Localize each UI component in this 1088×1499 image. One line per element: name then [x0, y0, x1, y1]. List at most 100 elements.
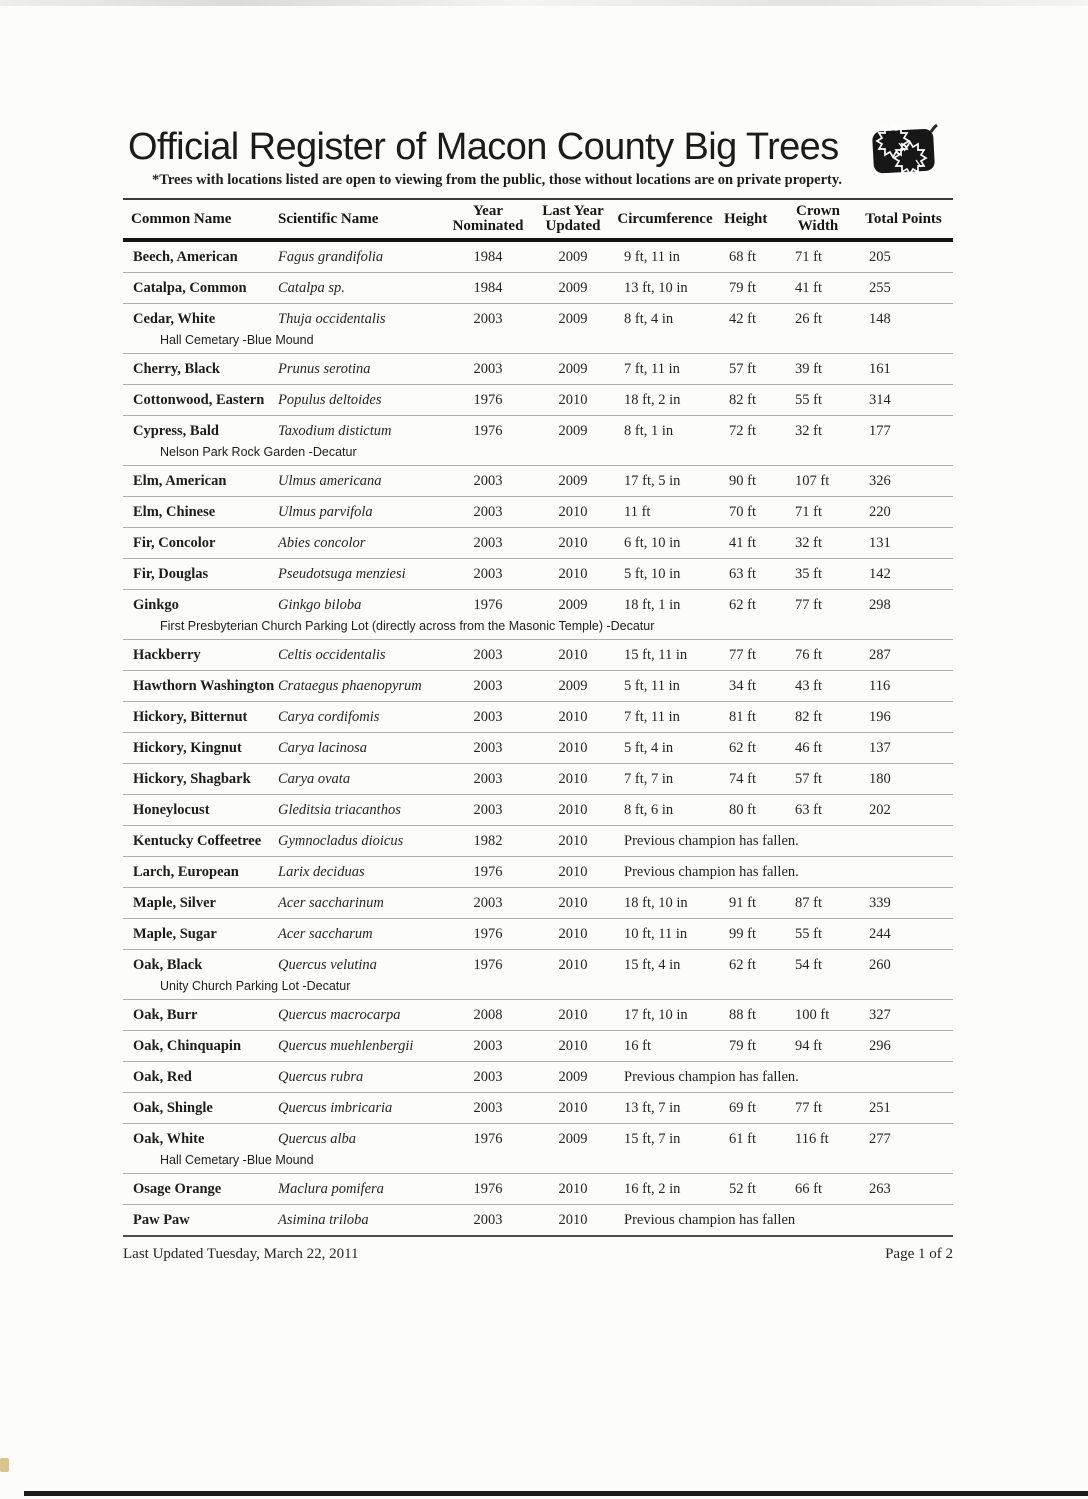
year-nominated-cell: 2003: [473, 739, 503, 756]
year-nominated-cell: 2003: [473, 708, 503, 725]
table-row: Elm, American Ulmus americana 2003 2009 17 f…: [123, 466, 953, 497]
height-cell: 72 ft: [729, 422, 756, 439]
last-year-updated-cell: 2010: [558, 1006, 588, 1023]
crown-width-cell: 77 ft: [795, 1099, 822, 1116]
location-note: Nelson Park Rock Garden -Decatur: [160, 445, 357, 459]
scientific-name-cell: Larix deciduas: [278, 863, 365, 880]
year-nominated-cell: 2003: [473, 1037, 503, 1054]
table-row: Kentucky Coffeetree Gymnocladus dioicus 19…: [123, 826, 953, 857]
total-points-cell: 202: [869, 801, 891, 818]
total-points-cell: 161: [869, 360, 891, 377]
common-name-cell: Hawthorn Washington: [133, 677, 275, 694]
height-cell: 57 ft: [729, 360, 756, 377]
height-cell: 42 ft: [729, 310, 756, 327]
common-name-cell: Cedar, White: [133, 310, 216, 327]
oak-leaves-stamp-icon: [869, 122, 941, 180]
height-cell: 91 ft: [729, 894, 756, 911]
crown-width-cell: 82 ft: [795, 708, 822, 725]
total-points-cell: 244: [869, 925, 891, 942]
scan-edge-bottom: [24, 1491, 1088, 1496]
circumference-cell: 8 ft, 4 in: [624, 310, 674, 327]
scientific-name-cell: Populus deltoides: [278, 391, 382, 408]
total-points-cell: 260: [869, 956, 891, 973]
year-nominated-cell: 2003: [473, 1068, 503, 1085]
last-year-updated-cell: 2010: [558, 832, 588, 849]
common-name-cell: Oak, White: [133, 1130, 205, 1147]
subtitle-note: *Trees with locations listed are open to…: [152, 172, 842, 188]
common-name-cell: Oak, Shingle: [133, 1099, 213, 1116]
last-year-updated-cell: 2010: [558, 863, 588, 880]
table-row: Cherry, Black Prunus serotina 2003 2009 7 ft…: [123, 354, 953, 385]
height-cell: 52 ft: [729, 1180, 756, 1197]
last-year-updated-cell: 2010: [558, 391, 588, 408]
crown-width-cell: 116 ft: [795, 1130, 829, 1147]
height-cell: 70 ft: [729, 503, 756, 520]
year-nominated-cell: 2003: [473, 1211, 503, 1228]
height-cell: 77 ft: [729, 646, 756, 663]
last-year-updated-cell: 2010: [558, 801, 588, 818]
total-points-cell: 298: [869, 596, 891, 613]
last-year-updated-cell: 2010: [558, 956, 588, 973]
table-body: Beech, American Fagus grandifolia 1984 2009…: [123, 242, 953, 1235]
scientific-name-cell: Quercus rubra: [278, 1068, 364, 1085]
year-nominated-cell: 2003: [473, 503, 503, 520]
scientific-name-cell: Carya ovata: [278, 770, 351, 787]
table-row: Beech, American Fagus grandifolia 1984 2009…: [123, 242, 953, 273]
crown-width-cell: 55 ft: [795, 925, 822, 942]
year-nominated-cell: 1976: [473, 863, 503, 880]
table-row: Oak, Chinquapin Quercus muehlenbergii 2003…: [123, 1031, 953, 1062]
scientific-name-cell: Fagus grandifolia: [278, 248, 384, 265]
header-height: Height: [724, 210, 768, 227]
table-row: Cedar, White Thuja occidentalis 2003 2009 8 …: [123, 304, 953, 354]
total-points-cell: 327: [869, 1006, 891, 1023]
year-nominated-cell: 2003: [473, 770, 503, 787]
crown-width-cell: 66 ft: [795, 1180, 822, 1197]
champion-fallen-note-cell: Previous champion has fallen.: [624, 1068, 799, 1085]
height-cell: 63 ft: [729, 565, 756, 582]
table-row: Oak, Red Quercus rubra 2003 2009 Previous ch…: [123, 1062, 953, 1093]
circumference-cell: 5 ft, 4 in: [624, 739, 674, 756]
table-header-row: Common Name Scientific Name Year Nominat…: [123, 198, 953, 242]
crown-width-cell: 39 ft: [795, 360, 822, 377]
circumference-cell: 7 ft, 11 in: [624, 360, 680, 377]
height-cell: 34 ft: [729, 677, 756, 694]
height-cell: 74 ft: [729, 770, 756, 787]
scientific-name-cell: Gymnocladus dioicus: [278, 832, 404, 849]
scientific-name-cell: Taxodium distictum: [278, 422, 392, 439]
table-row: Paw Paw Asimina triloba 2003 2010 Previous c…: [123, 1205, 953, 1235]
total-points-cell: 137: [869, 739, 891, 756]
year-nominated-cell: 1976: [473, 925, 503, 942]
common-name-cell: Oak, Black: [133, 956, 203, 973]
total-points-cell: 131: [869, 534, 891, 551]
last-year-updated-cell: 2009: [558, 310, 588, 327]
scientific-name-cell: Quercus velutina: [278, 956, 377, 973]
champion-fallen-note-cell: Previous champion has fallen.: [624, 863, 799, 880]
scientific-name-cell: Thuja occidentalis: [278, 310, 386, 327]
crown-width-cell: 41 ft: [795, 279, 822, 296]
crown-width-cell: 77 ft: [795, 596, 822, 613]
common-name-cell: Cypress, Bald: [133, 422, 219, 439]
height-cell: 79 ft: [729, 279, 756, 296]
year-nominated-cell: 1976: [473, 422, 503, 439]
year-nominated-cell: 2008: [473, 1006, 503, 1023]
crown-width-cell: 71 ft: [795, 503, 822, 520]
scientific-name-cell: Asimina triloba: [278, 1211, 369, 1228]
total-points-cell: 314: [869, 391, 891, 408]
scientific-name-cell: Abies concolor: [278, 534, 366, 551]
last-year-updated-cell: 2010: [558, 646, 588, 663]
common-name-cell: Larch, European: [133, 863, 239, 880]
header-last-year-updated: Last Year Updated: [542, 203, 604, 234]
height-cell: 68 ft: [729, 248, 756, 265]
circumference-cell: 8 ft, 6 in: [624, 801, 674, 818]
common-name-cell: Oak, Burr: [133, 1006, 198, 1023]
table-row: Oak, Shingle Quercus imbricaria 2003 2010 13…: [123, 1093, 953, 1124]
header-crown-width: Crown Width: [796, 203, 840, 234]
year-nominated-cell: 1984: [473, 279, 503, 296]
common-name-cell: Honeylocust: [133, 801, 210, 818]
crown-width-cell: 63 ft: [795, 801, 822, 818]
height-cell: 81 ft: [729, 708, 756, 725]
height-cell: 61 ft: [729, 1130, 756, 1147]
scan-edge-top: [0, 0, 1088, 6]
table-row: Hickory, Shagbark Carya ovata 2003 2010 7 ft…: [123, 764, 953, 795]
total-points-cell: 326: [869, 472, 891, 489]
